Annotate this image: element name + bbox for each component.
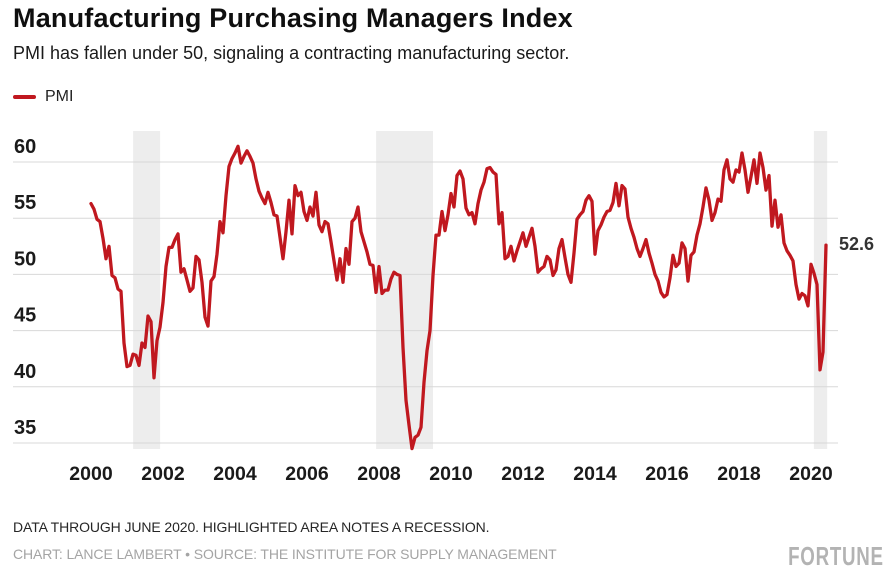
x-axis-tick-label: 2006 xyxy=(285,463,329,485)
y-axis-tick-label: 55 xyxy=(14,192,36,214)
legend-line-swatch xyxy=(13,95,36,99)
x-axis-tick-label: 2014 xyxy=(573,463,617,485)
y-axis-tick-label: 35 xyxy=(14,417,36,439)
page-title: Manufacturing Purchasing Managers Index xyxy=(13,3,573,33)
y-axis-tick-label: 60 xyxy=(14,136,36,158)
x-axis-tick-label: 2008 xyxy=(357,463,401,485)
x-axis-tick-label: 2004 xyxy=(213,463,257,485)
legend-label: PMI xyxy=(45,88,74,105)
pmi-series-line xyxy=(89,144,828,451)
x-axis-tick-label: 2002 xyxy=(141,463,185,485)
x-axis-tick-label: 2018 xyxy=(717,463,761,485)
x-axis-tick-label: 2016 xyxy=(645,463,689,485)
y-axis-tick-label: 45 xyxy=(14,305,36,327)
y-axis-tick-label: 50 xyxy=(14,248,36,270)
y-axis-tick-label: 40 xyxy=(14,361,36,383)
x-axis-tick-label: 2000 xyxy=(69,463,113,485)
x-axis-tick-label: 2020 xyxy=(789,463,833,485)
x-axis-tick-label: 2012 xyxy=(501,463,545,485)
recession-band xyxy=(133,131,161,449)
x-axis-tick-label: 2010 xyxy=(429,463,473,485)
footer-note: DATA THROUGH JUNE 2020. HIGHLIGHTED AREA… xyxy=(13,519,490,535)
latest-value-label: 52.6 xyxy=(839,234,875,254)
footer-credit: CHART: LANCE LAMBERT • SOURCE: THE INSTI… xyxy=(13,546,557,562)
fortune-logo: FORTUNE xyxy=(788,541,884,571)
recession-band xyxy=(813,131,828,449)
page-subtitle: PMI has fallen under 50, signaling a con… xyxy=(13,43,570,63)
legend: PMI xyxy=(13,88,73,106)
